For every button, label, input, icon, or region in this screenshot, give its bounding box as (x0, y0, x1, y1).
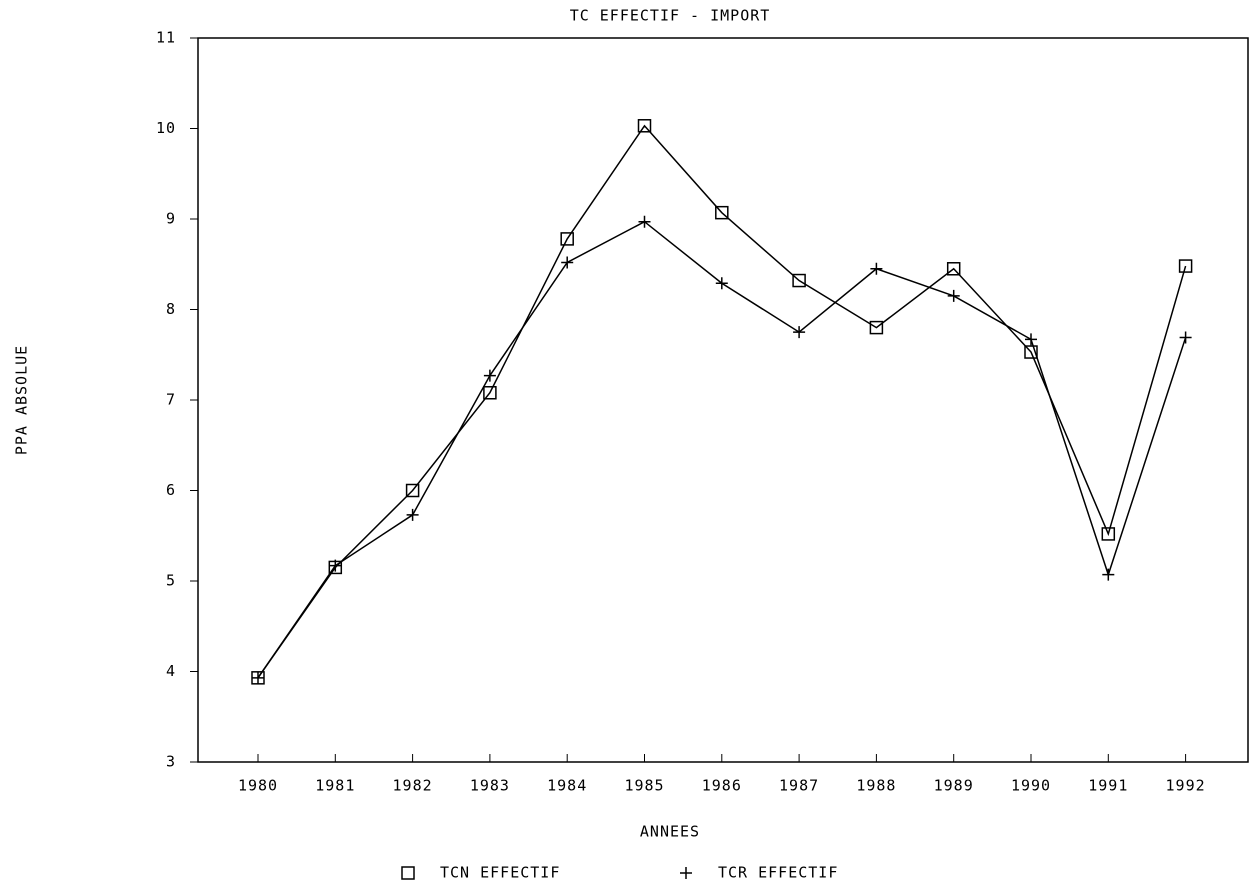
y-tick-label: 5 (166, 572, 176, 590)
y-tick-label: 9 (166, 210, 176, 228)
marker (329, 559, 342, 572)
x-tick-label: 1991 (1088, 777, 1128, 795)
marker (947, 289, 960, 302)
y-tick-label: 4 (166, 662, 176, 680)
marker (1178, 259, 1193, 273)
x-tick-label: 1988 (856, 777, 896, 795)
marker (715, 205, 729, 220)
y-tick-label: 3 (166, 753, 176, 771)
marker (715, 277, 728, 290)
marker (637, 119, 652, 133)
x-tick-label: 1982 (393, 777, 433, 795)
marker (483, 386, 497, 400)
x-axis-label: ANNEES (640, 823, 700, 841)
x-tick-label: 1987 (779, 777, 819, 795)
x-tick-label: 1984 (547, 777, 587, 795)
y-tick-label: 10 (156, 119, 176, 137)
x-tick-label: 1980 (238, 777, 278, 795)
x-tick-label: 1983 (470, 777, 510, 795)
marker (1102, 568, 1115, 581)
series-line (257, 124, 1187, 679)
x-tick-label: 1992 (1166, 777, 1206, 795)
y-tick-label: 8 (166, 300, 176, 318)
legend-label: TCR EFFECTIF (718, 864, 838, 882)
marker (870, 262, 883, 275)
marker (561, 256, 574, 269)
marker (405, 483, 420, 498)
legend-label: TCN EFFECTIF (440, 864, 560, 882)
x-tick-label: 1986 (702, 777, 742, 795)
y-tick-label: 7 (166, 391, 176, 409)
chart-title: TC EFFECTIF - IMPORT (570, 7, 771, 25)
marker (406, 508, 419, 521)
marker (252, 671, 264, 684)
marker (638, 215, 651, 228)
marker (946, 262, 961, 276)
legend-marker (680, 867, 692, 879)
plot-frame (197, 37, 1249, 763)
marker (560, 232, 574, 246)
marker (483, 369, 496, 382)
marker (1025, 333, 1037, 346)
y-tick-label: 6 (166, 481, 176, 499)
marker (792, 273, 806, 288)
x-tick-label: 1989 (934, 777, 974, 795)
marker (1179, 331, 1192, 344)
marker (869, 320, 884, 335)
x-tick-label: 1981 (315, 777, 355, 795)
x-tick-label: 1990 (1011, 777, 1051, 795)
series-line (257, 220, 1187, 679)
y-tick-label: 11 (156, 29, 176, 47)
y-axis-label: PPA ABSOLUE (13, 345, 31, 455)
x-tick-label: 1985 (624, 777, 664, 795)
marker (1024, 345, 1038, 359)
marker (1101, 527, 1116, 541)
legend-marker (401, 866, 415, 880)
marker (793, 326, 806, 339)
